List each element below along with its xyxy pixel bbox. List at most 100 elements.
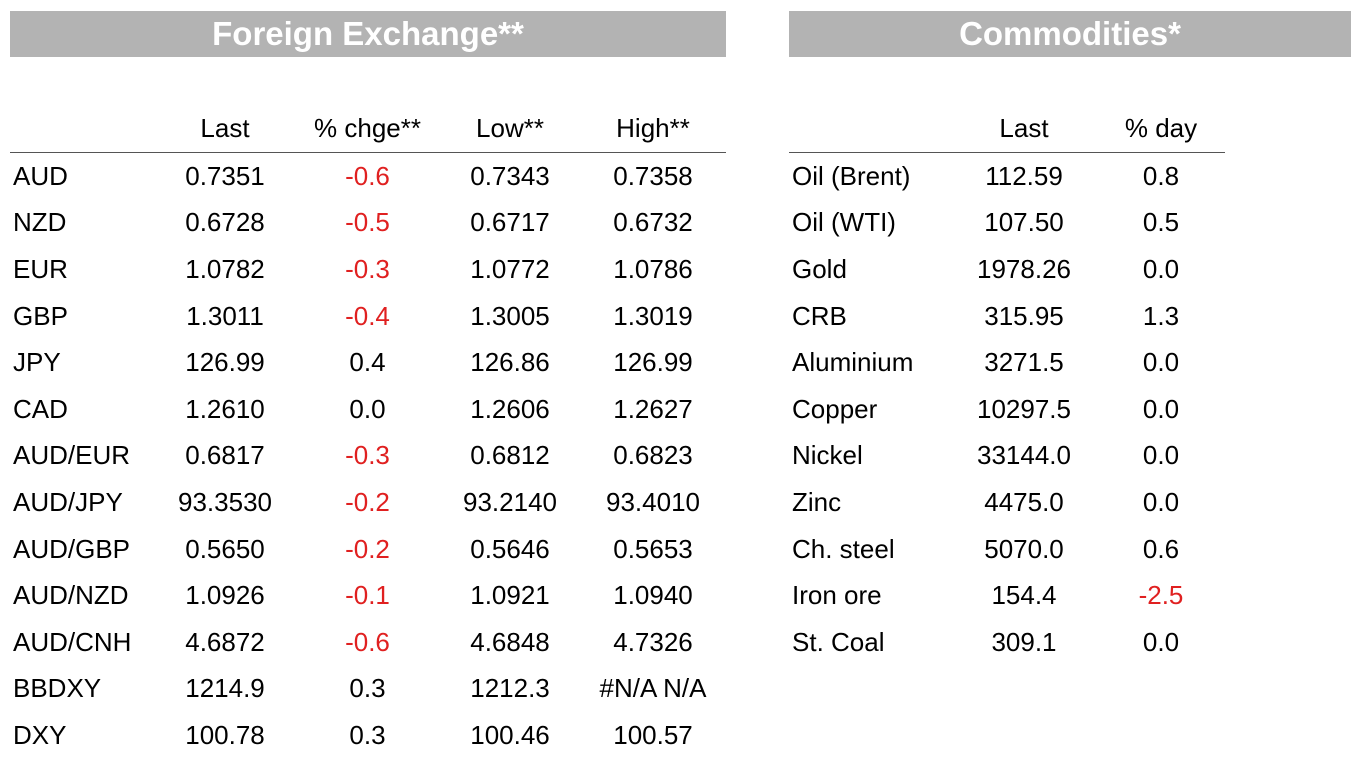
commodity-name: Iron ore xyxy=(792,580,882,611)
commodity-row: Zinc 4475.0 0.0 xyxy=(789,479,1225,526)
fx-last-value: 4.6872 xyxy=(185,626,265,657)
fx-change-value: -0.5 xyxy=(345,207,390,238)
fx-change-value: 0.0 xyxy=(349,393,386,424)
commodity-last-value: 309.1 xyxy=(991,626,1057,657)
fx-row: NZD 0.6728 -0.5 0.6717 0.6732 xyxy=(10,200,726,247)
fx-low-value: 0.6812 xyxy=(470,440,550,471)
fx-last-value: 100.78 xyxy=(185,719,265,750)
commodity-day-change: 0.0 xyxy=(1142,626,1180,657)
commodity-name: CRB xyxy=(792,300,847,331)
commodity-day-change: 0.0 xyxy=(1142,253,1180,284)
fx-low-value: 100.46 xyxy=(470,719,550,750)
fx-low-value: 0.7343 xyxy=(470,160,550,191)
fx-high-value: 0.6823 xyxy=(613,440,693,471)
fx-high-value: 1.3019 xyxy=(613,300,693,331)
fx-change-value: -0.6 xyxy=(345,160,390,191)
commodity-last-value: 154.4 xyxy=(991,580,1057,611)
commodity-row: St. Coal 309.1 0.0 xyxy=(789,619,1225,666)
commodity-day-change: 0.0 xyxy=(1142,440,1180,471)
commodity-name: Oil (WTI) xyxy=(792,207,896,238)
fx-change-value: 0.3 xyxy=(349,719,386,750)
fx-currency-name: AUD/JPY xyxy=(13,486,123,517)
fx-high-value: 0.6732 xyxy=(613,207,693,238)
commodity-row: Nickel 33144.0 0.0 xyxy=(789,433,1225,480)
commodity-day-change: -2.5 xyxy=(1138,580,1184,611)
commodity-row: Gold 1978.26 0.0 xyxy=(789,246,1225,293)
fx-currency-name: AUD xyxy=(13,160,68,191)
commodity-last-value: 107.50 xyxy=(984,207,1064,238)
fx-currency-name: EUR xyxy=(13,253,68,284)
commodity-last-value: 10297.5 xyxy=(977,393,1071,424)
fx-row: CAD 1.2610 0.0 1.2606 1.2627 xyxy=(10,386,726,433)
fx-last-value: 93.3530 xyxy=(178,486,272,517)
fx-low-value: 93.2140 xyxy=(463,486,557,517)
fx-low-value: 0.5646 xyxy=(470,533,550,564)
fx-currency-name: GBP xyxy=(13,300,68,331)
fx-low-value: 1.2606 xyxy=(470,393,550,424)
fx-currency-name: DXY xyxy=(13,719,67,750)
fx-table: Last % chge** Low** High** AUD 0.7351 -0.6… xyxy=(10,104,726,759)
commodity-row: Ch. steel 5070.0 0.6 xyxy=(789,526,1225,573)
fx-currency-name: NZD xyxy=(13,207,67,238)
commodity-name: Oil (Brent) xyxy=(792,160,911,191)
fx-change-value: -0.3 xyxy=(345,440,390,471)
fx-last-value: 0.6728 xyxy=(185,207,265,238)
commodities-header-row: Last % day xyxy=(789,104,1225,153)
fx-header-high: High** xyxy=(580,104,726,153)
fx-change-value: -0.4 xyxy=(345,300,390,331)
fx-change-value: 0.3 xyxy=(349,673,386,704)
commodity-name: Zinc xyxy=(792,486,842,517)
commodities-table: Last % day Oil (Brent) 112.59 0.8 Oil (WTI)… xyxy=(789,104,1225,666)
fx-low-value: 0.6717 xyxy=(470,207,550,238)
commodities-header-day: % day xyxy=(1097,104,1225,153)
fx-low-value: 1.0921 xyxy=(470,580,550,611)
fx-change-value: -0.6 xyxy=(345,626,390,657)
fx-currency-name: JPY xyxy=(13,347,61,378)
fx-low-value: 1.3005 xyxy=(470,300,550,331)
commodity-day-change: 0.5 xyxy=(1142,207,1180,238)
commodity-day-change: 0.0 xyxy=(1142,347,1180,378)
fx-change-value: -0.2 xyxy=(345,533,390,564)
fx-row: DXY 100.78 0.3 100.46 100.57 xyxy=(10,712,726,759)
fx-high-value: 0.5653 xyxy=(613,533,693,564)
fx-header-low: Low** xyxy=(440,104,580,153)
commodity-name: Aluminium xyxy=(792,347,914,378)
fx-high-value: 1.0940 xyxy=(613,580,693,611)
fx-row: BBDXY 1214.9 0.3 1212.3 #N/A N/A xyxy=(10,666,726,713)
fx-last-value: 1.2610 xyxy=(185,393,265,424)
fx-currency-name: BBDXY xyxy=(13,673,102,704)
fx-change-value: -0.2 xyxy=(345,486,390,517)
fx-row: AUD/GBP 0.5650 -0.2 0.5646 0.5653 xyxy=(10,526,726,573)
fx-header-name xyxy=(10,104,155,153)
commodity-row: Iron ore 154.4 -2.5 xyxy=(789,572,1225,619)
commodities-title-banner: Commodities* xyxy=(789,11,1351,57)
commodity-row: Aluminium 3271.5 0.0 xyxy=(789,339,1225,386)
fx-high-value: 100.57 xyxy=(613,719,693,750)
fx-currency-name: AUD/EUR xyxy=(13,440,131,471)
commodity-day-change: 0.8 xyxy=(1142,160,1180,191)
fx-row: GBP 1.3011 -0.4 1.3005 1.3019 xyxy=(10,293,726,340)
commodity-row: Oil (Brent) 112.59 0.8 xyxy=(789,153,1225,200)
fx-last-value: 1.0782 xyxy=(185,253,265,284)
fx-high-value: 0.7358 xyxy=(613,160,693,191)
commodity-last-value: 4475.0 xyxy=(984,486,1064,517)
commodity-day-change: 0.6 xyxy=(1142,533,1180,564)
fx-high-value: 1.2627 xyxy=(613,393,693,424)
fx-change-value: -0.1 xyxy=(345,580,390,611)
fx-currency-name: AUD/CNH xyxy=(13,626,132,657)
commodity-last-value: 3271.5 xyxy=(984,347,1064,378)
commodity-day-change: 0.0 xyxy=(1142,486,1180,517)
fx-last-value: 0.5650 xyxy=(185,533,265,564)
fx-last-value: 0.7351 xyxy=(185,160,265,191)
commodity-name: St. Coal xyxy=(792,626,885,657)
fx-high-value: 126.99 xyxy=(613,347,693,378)
commodity-row: Oil (WTI) 107.50 0.5 xyxy=(789,200,1225,247)
commodity-day-change: 1.3 xyxy=(1142,300,1180,331)
fx-row: AUD/CNH 4.6872 -0.6 4.6848 4.7326 xyxy=(10,619,726,666)
fx-low-value: 1212.3 xyxy=(470,673,550,704)
commodity-name: Ch. steel xyxy=(792,533,895,564)
fx-last-value: 1.3011 xyxy=(186,300,264,331)
commodity-day-change: 0.0 xyxy=(1142,393,1180,424)
fx-row: AUD/JPY 93.3530 -0.2 93.2140 93.4010 xyxy=(10,479,726,526)
commodity-name: Gold xyxy=(792,253,847,284)
